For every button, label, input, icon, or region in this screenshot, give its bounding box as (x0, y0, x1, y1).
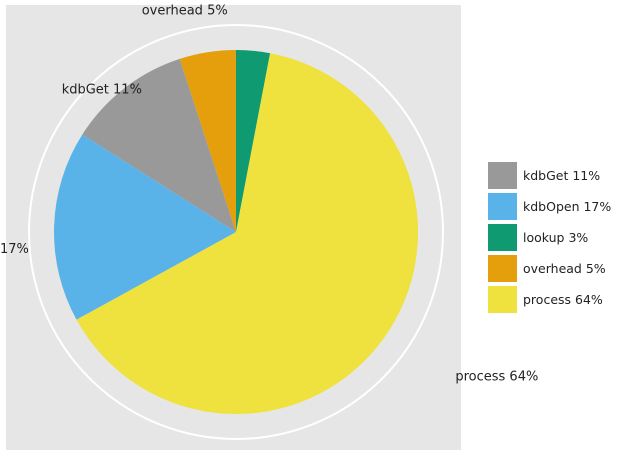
pie-slice-lookup (236, 50, 271, 232)
legend-item-process: process 64% (487, 284, 635, 315)
legend-swatch-lookup (487, 223, 518, 252)
legend-swatch-overhead (487, 254, 518, 283)
legend-item-kdbget: kdbGet 11% (487, 160, 635, 191)
pie-slices (53, 50, 419, 414)
pie-slice-kdbget (82, 58, 236, 232)
slice-labels: lookup 3%process 64%kdbOpen 17%kdbGet 11… (0, 3, 538, 384)
legend-label-process: process 64% (523, 292, 603, 307)
slice-label-kdbopen: kdbOpen 17% (0, 242, 29, 257)
pie-slice-kdbopen (53, 134, 237, 320)
legend-label-overhead: overhead 5% (523, 261, 606, 276)
legend-item-kdbopen: kdbOpen 17% (487, 191, 635, 222)
legend-label-kdbget: kdbGet 11% (523, 168, 601, 183)
legend-label-lookup: lookup 3% (523, 230, 589, 245)
outer-grid-circle (28, 24, 444, 440)
legend-swatch-kdbget (487, 161, 518, 190)
legend-swatch-process (487, 285, 518, 314)
legend-item-lookup: lookup 3% (487, 222, 635, 253)
slice-label-kdbget: kdbGet 11% (62, 83, 142, 98)
legend-item-overhead: overhead 5% (487, 253, 635, 284)
chart-legend: kdbGet 11% kdbOpen 17% lookup 3% overhea… (487, 160, 635, 315)
pie-slice-overhead (179, 50, 236, 232)
pie-slice-process (76, 53, 419, 414)
slice-label-overhead: overhead 5% (142, 3, 228, 18)
legend-swatch-kdbopen (487, 192, 518, 221)
slice-label-process: process 64% (455, 369, 538, 384)
legend-label-kdbopen: kdbOpen 17% (523, 199, 612, 214)
